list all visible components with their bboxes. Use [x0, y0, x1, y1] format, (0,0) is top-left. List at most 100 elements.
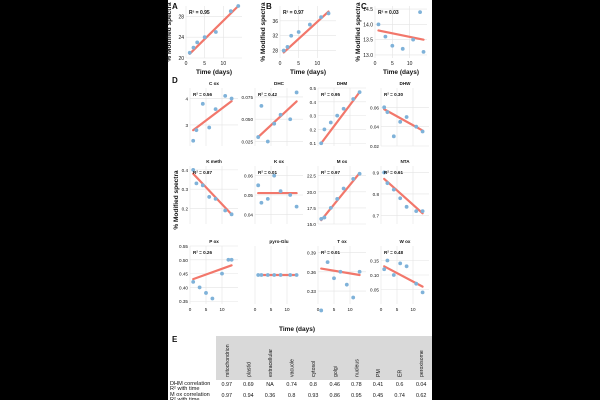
data-point [194, 128, 199, 133]
x-tick-label: 0 [279, 61, 282, 67]
data-point [265, 196, 270, 201]
y-tick-label: 0.10 [370, 273, 379, 278]
y-tick-label: 0.33 [307, 289, 316, 294]
data-point [357, 90, 362, 95]
table-cell: 0.04 [416, 382, 427, 388]
data-point [332, 276, 336, 281]
y-tick-label: 0.04 [370, 125, 379, 130]
y-tick-label: 0.075 [242, 95, 254, 100]
table-column-header: peroxisome [419, 350, 425, 377]
table-column-header: golgi [333, 366, 339, 377]
x-tick-label: 0 [254, 307, 257, 312]
data-point [421, 49, 426, 54]
data-point [390, 43, 395, 48]
y-tick-label: 0.4 [182, 168, 189, 173]
panel-title: DHW [400, 81, 412, 86]
y-tick-label: 0.2 [310, 127, 317, 132]
x-tick-label: 5 [396, 307, 399, 312]
fit-line [320, 171, 361, 222]
r-squared-label: R² = 0.01 [258, 170, 277, 175]
data-point [351, 295, 356, 300]
x-tick-label: 5 [270, 307, 273, 312]
r-squared-label: R² = 0.56 [193, 92, 212, 97]
table-column-header: vacuole [290, 359, 296, 377]
x-tick-label: 5 [205, 307, 208, 312]
data-point [210, 296, 215, 301]
y-tick-label: 0.39 [307, 250, 316, 255]
r-squared-label: R² = 0.48 [384, 250, 403, 255]
x-tick-label: 0 [374, 61, 377, 67]
panel-title: DHC [274, 81, 285, 86]
table-row-label: R² with time [170, 386, 200, 392]
data-point [272, 273, 277, 277]
table-cell: 0.62 [416, 393, 427, 399]
data-point [200, 101, 205, 106]
y-tick-label: 0.3 [310, 114, 317, 119]
data-point [213, 107, 218, 111]
data-point [341, 186, 346, 191]
data-point [229, 257, 234, 262]
data-point [213, 196, 218, 201]
y-tick-label: 13.5 [363, 38, 373, 44]
r-squared-label: R² = 0.30 [384, 92, 403, 97]
data-point [259, 273, 264, 277]
y-tick-label: 0.5 [310, 86, 317, 91]
data-point [288, 273, 293, 277]
table-row-label: M ox correlation [170, 392, 210, 398]
r-squared-label: R² = 0.26 [193, 250, 212, 255]
panel-title: T ox [337, 239, 347, 244]
data-point [228, 9, 233, 14]
y-tick-label: 3 [185, 123, 188, 128]
table-column-header: plastid [246, 362, 252, 377]
data-point [229, 212, 234, 217]
y-axis-label: % Modified spectra [260, 2, 267, 62]
y-tick-label: 17.5 [307, 206, 316, 211]
data-point [195, 40, 200, 45]
y-tick-label: 0.15 [370, 259, 379, 264]
y-tick-label: 0.55 [179, 244, 188, 249]
x-tick-label: 5 [333, 307, 336, 312]
panel-title: M ox [337, 159, 348, 164]
table-cell: 0.74 [394, 393, 405, 399]
r-squared-label: R² = 0.87 [193, 170, 212, 175]
table-column-header: nucleus [354, 359, 360, 377]
data-point [322, 215, 327, 220]
table-cell: 0.86 [330, 393, 341, 399]
table-cell: 0.69 [243, 382, 254, 388]
data-point [319, 15, 323, 20]
data-point [319, 216, 324, 221]
data-point [382, 170, 387, 175]
x-axis-label: Time (days) [290, 69, 326, 76]
table-column-header: extracellular [268, 349, 274, 377]
table-column-header: ER [398, 370, 404, 377]
data-point [265, 139, 270, 144]
data-point [191, 280, 196, 284]
data-point [319, 141, 324, 146]
data-point [325, 260, 330, 265]
y-tick-label: 0.06 [370, 105, 379, 110]
panel-label: B [266, 2, 272, 11]
table-column-header: PM [376, 369, 382, 377]
y-tick-label: 0.3 [182, 187, 189, 192]
panel-title: NTA [400, 159, 410, 164]
panel-label: D [172, 76, 178, 85]
y-tick-label: 0.8 [373, 192, 380, 197]
data-point [414, 209, 419, 214]
panel-title: C ox [209, 81, 219, 86]
data-point [256, 135, 261, 139]
x-tick-label: 5 [203, 61, 206, 67]
y-axis-label: % Modified spectra [355, 2, 362, 62]
x-tick-label: 5 [297, 61, 300, 67]
panel-label: C [361, 2, 367, 11]
data-point [278, 273, 283, 277]
table-column-header: cytosol [311, 361, 317, 377]
data-point [265, 273, 270, 277]
data-point [383, 34, 388, 39]
data-point [294, 204, 299, 209]
y-tick-label: 0.050 [242, 117, 254, 122]
data-point [191, 167, 196, 172]
fit-line [192, 264, 233, 281]
data-point [272, 121, 277, 126]
data-point [200, 183, 205, 188]
y-tick-label: 0.05 [370, 288, 379, 293]
